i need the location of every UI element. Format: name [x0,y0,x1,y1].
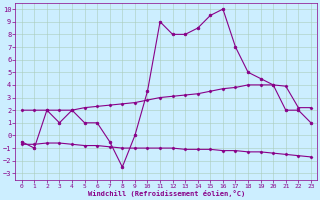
X-axis label: Windchill (Refroidissement éolien,°C): Windchill (Refroidissement éolien,°C) [88,190,245,197]
